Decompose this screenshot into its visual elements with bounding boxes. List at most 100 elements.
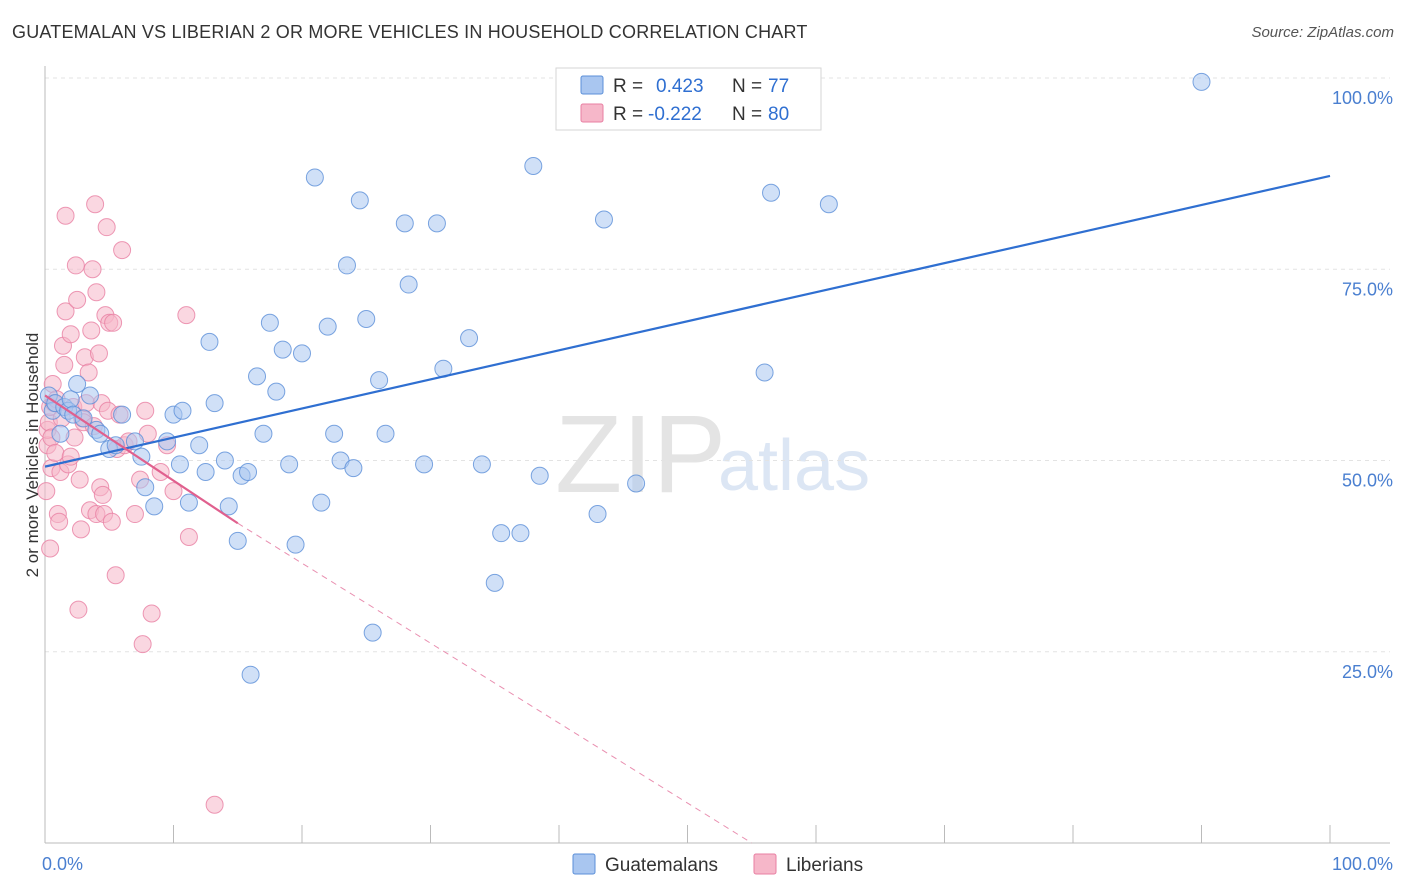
guatemalans-point bbox=[357, 309, 376, 328]
legend-n-label-1: N = bbox=[732, 76, 762, 97]
guatemalans-point bbox=[219, 497, 238, 516]
legend-swatch-liberians bbox=[580, 103, 604, 123]
liberians-point bbox=[61, 325, 80, 344]
bottom-legend-swatch-liberians bbox=[753, 853, 777, 875]
series-legend: Guatemalans Liberians bbox=[572, 853, 863, 876]
guatemalans-point bbox=[280, 455, 299, 474]
bottom-legend-label-guatemalans: Guatemalans bbox=[605, 855, 718, 876]
guatemalans-point bbox=[325, 424, 344, 443]
guatemalans-trend-line bbox=[44, 174, 1331, 468]
guatemalans-point bbox=[267, 382, 286, 401]
liberians-point bbox=[97, 218, 116, 237]
liberians-point bbox=[37, 482, 56, 501]
guatemalans-point bbox=[61, 390, 80, 409]
liberians-point bbox=[71, 520, 90, 539]
guatemalans-point bbox=[286, 535, 305, 554]
guatemalans-point bbox=[80, 386, 99, 405]
source-credit: Source: ZipAtlas.com bbox=[1251, 24, 1394, 41]
guatemalans-point bbox=[819, 195, 838, 214]
legend-n-label-2: N = bbox=[732, 104, 762, 125]
bottom-legend-label-liberians: Liberians bbox=[786, 855, 863, 876]
liberians-point bbox=[82, 321, 101, 340]
guatemalans-point bbox=[762, 183, 781, 202]
guatemalans-point bbox=[190, 436, 209, 455]
liberians-point bbox=[106, 566, 125, 585]
liberians-point bbox=[179, 528, 198, 546]
x-tick-label-min: 0.0% bbox=[42, 854, 83, 874]
guatemalans-point bbox=[305, 168, 324, 187]
guatemalans-point bbox=[395, 214, 414, 233]
legend-n-value-2: 80 bbox=[768, 104, 789, 125]
guatemalans-point bbox=[200, 332, 219, 351]
liberians-point bbox=[68, 290, 87, 309]
x-tick-label-max: 100.0% bbox=[1332, 854, 1393, 874]
guatemalans-point bbox=[1192, 72, 1211, 91]
liberians-point bbox=[89, 344, 108, 363]
liberians-point bbox=[86, 195, 105, 214]
guatemalans-point bbox=[472, 455, 491, 474]
guatemalans-point bbox=[51, 424, 70, 443]
guatemalans-point bbox=[173, 401, 192, 420]
chart-title: GUATEMALAN VS LIBERIAN 2 OR MORE VEHICLE… bbox=[12, 22, 808, 42]
liberians-point bbox=[56, 206, 75, 225]
liberians-point bbox=[142, 604, 161, 623]
liberians-point bbox=[83, 260, 102, 279]
liberians-point bbox=[79, 363, 98, 382]
liberians-point bbox=[177, 306, 196, 325]
guatemalans-point bbox=[248, 367, 267, 386]
liberians-trend-line bbox=[44, 394, 239, 525]
liberians-point bbox=[113, 241, 132, 260]
guatemalans-point bbox=[260, 313, 279, 332]
liberians-point bbox=[55, 355, 74, 374]
y-tick-label: 25.0% bbox=[1342, 662, 1393, 682]
correlation-legend: R = 0.423 N = 77 R = -0.222 N = 80 bbox=[555, 67, 822, 131]
liberians-point bbox=[136, 401, 155, 420]
y-tick-label: 50.0% bbox=[1342, 471, 1393, 491]
liberians-point bbox=[70, 470, 89, 489]
legend-n-value-1: 77 bbox=[768, 76, 789, 97]
liberians-point bbox=[125, 505, 144, 524]
liberians-point bbox=[50, 512, 69, 531]
liberians-point bbox=[56, 302, 75, 321]
liberians-point bbox=[93, 485, 112, 504]
watermark-zip: ZIP bbox=[555, 393, 726, 516]
guatemalans-point bbox=[254, 424, 273, 443]
guatemalans-point bbox=[363, 623, 382, 642]
legend-r-value-2: -0.222 bbox=[648, 104, 702, 125]
liberians-point bbox=[87, 283, 106, 302]
guatemalans-point bbox=[485, 573, 504, 592]
tick-labels: 25.0% 50.0% 75.0% 100.0% 0.0% 100.0% bbox=[42, 88, 1393, 874]
guatemalans-point bbox=[113, 405, 132, 424]
legend-r-label-1: R = bbox=[613, 76, 643, 97]
liberians-point bbox=[164, 482, 183, 501]
liberians-point bbox=[104, 313, 123, 332]
liberians-point bbox=[66, 256, 85, 275]
y-tick-label: 75.0% bbox=[1342, 279, 1393, 299]
guatemalans-point bbox=[215, 451, 234, 470]
watermark-atlas: atlas bbox=[718, 426, 870, 506]
guatemalans-point bbox=[460, 329, 479, 348]
liberians-point bbox=[133, 635, 152, 654]
legend-r-label-2: R = bbox=[613, 104, 643, 125]
guatemalans-point bbox=[318, 317, 337, 336]
bottom-legend-swatch-guatemalans bbox=[572, 853, 596, 875]
guatemalans-point bbox=[530, 466, 549, 485]
y-axis-label: 2 or more Vehicles in Household bbox=[23, 333, 42, 578]
liberians-trend-extension bbox=[237, 522, 753, 844]
guatemalans-point bbox=[293, 344, 311, 363]
guatemalans-point bbox=[145, 497, 164, 516]
guatemalans-point bbox=[273, 340, 292, 359]
guatemalans-point bbox=[427, 214, 446, 233]
gridlines bbox=[45, 77, 1390, 653]
liberians-point bbox=[41, 539, 60, 558]
guatemalans-points bbox=[39, 72, 1211, 684]
guatemalans-point bbox=[492, 524, 511, 543]
guatemalans-point bbox=[524, 156, 543, 175]
guatemalans-point bbox=[68, 375, 87, 393]
legend-swatch-guatemalans bbox=[580, 75, 604, 95]
guatemalans-point bbox=[179, 493, 198, 512]
guatemalans-point bbox=[415, 455, 434, 474]
liberians-point bbox=[102, 512, 121, 531]
guatemalans-point bbox=[239, 462, 258, 481]
